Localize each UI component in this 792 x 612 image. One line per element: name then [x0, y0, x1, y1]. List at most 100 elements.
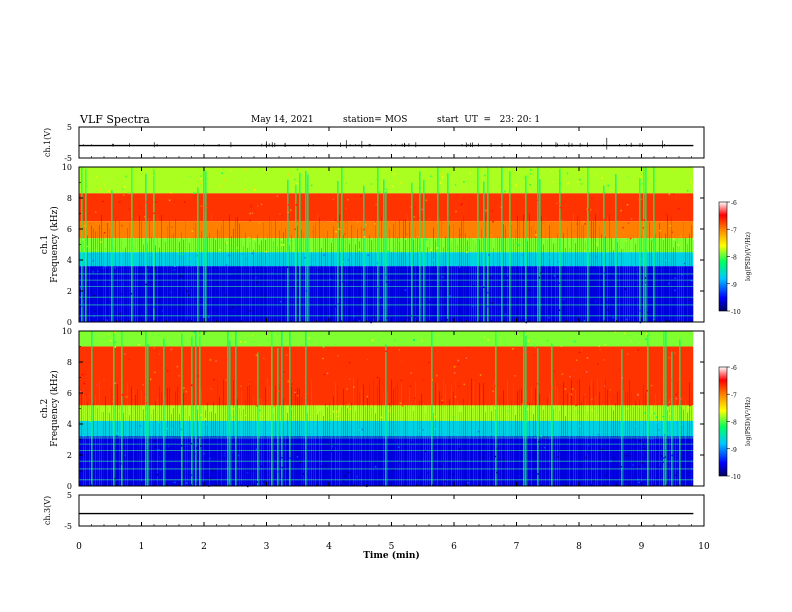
psd-speckle	[535, 300, 537, 303]
sferic-stroke	[303, 233, 304, 322]
sferic-stroke	[453, 223, 454, 322]
psd-speckle	[683, 308, 686, 311]
psd-speckle	[576, 436, 579, 438]
psd-speckle	[244, 188, 246, 191]
psd-speckle	[418, 187, 421, 189]
sferic-stroke	[629, 380, 630, 486]
psd-speckle	[330, 450, 333, 453]
psd-speckle	[419, 245, 421, 248]
sferic-stroke	[407, 214, 408, 322]
sferic-stroke	[481, 228, 482, 322]
sferic-stroke	[371, 406, 372, 486]
psd-speckle	[107, 190, 110, 192]
psd-speckle	[658, 429, 660, 431]
psd-speckle	[187, 294, 190, 296]
psd-speckle	[171, 348, 173, 350]
sferic-stroke	[573, 406, 574, 486]
psd-speckle	[412, 338, 415, 341]
psd-speckle	[454, 395, 457, 398]
psd-speckle	[629, 466, 631, 468]
psd-speckle	[228, 255, 230, 257]
psd-speckle	[676, 471, 678, 474]
psd-speckle	[82, 239, 84, 241]
y-tick-label-ch2-0: 0	[67, 482, 72, 491]
psd-speckle	[529, 183, 531, 186]
psd-speckle	[422, 379, 425, 381]
psd-speckle	[588, 208, 590, 211]
sferic-stroke	[665, 331, 667, 486]
sferic-stroke	[487, 393, 488, 486]
psd-speckle	[296, 456, 299, 458]
psd-speckle	[385, 281, 388, 283]
colorbar-1	[718, 201, 728, 312]
psd-speckle	[656, 421, 658, 424]
psd-speckle	[492, 298, 494, 301]
sferic-stroke	[341, 167, 343, 322]
psd-speckle	[238, 305, 241, 308]
sferic-stroke	[463, 215, 464, 322]
sferic-stroke	[675, 240, 676, 322]
psd-speckle	[154, 267, 156, 269]
psd-speckle	[244, 414, 247, 417]
psd-speckle	[115, 216, 118, 219]
psd-speckle	[584, 393, 586, 396]
sferic-stroke	[397, 236, 398, 322]
psd-speckle	[667, 432, 669, 434]
psd-speckle	[332, 401, 335, 404]
psd-speckle	[167, 445, 170, 448]
sferic-stroke	[375, 219, 376, 322]
psd-speckle	[307, 472, 309, 475]
sferic-stroke	[653, 401, 654, 486]
sferic-stroke	[479, 239, 480, 322]
psd-speckle	[398, 239, 400, 241]
sferic-stroke	[175, 391, 176, 486]
sferic-stroke	[101, 411, 102, 486]
psd-speckle	[296, 168, 299, 171]
psd-speckle	[653, 317, 655, 319]
psd-speckle	[276, 195, 279, 197]
psd-speckle	[418, 430, 420, 432]
sferic-stroke	[295, 184, 297, 322]
sferic-stroke	[159, 247, 160, 322]
sferic-stroke	[97, 231, 98, 322]
psd-speckle	[441, 176, 444, 178]
psd-speckle	[668, 193, 670, 196]
psd-speckle	[142, 449, 144, 451]
x-tick-label-3: 3	[264, 542, 270, 552]
psd-speckle	[158, 299, 161, 302]
sferic-stroke	[327, 407, 328, 486]
sferic-stroke	[619, 391, 620, 486]
psd-speckle	[533, 354, 535, 356]
psd-speckle	[527, 175, 529, 177]
psd-speckle	[185, 482, 188, 484]
psd-speckle	[316, 358, 318, 361]
psd-speckle	[159, 469, 162, 472]
psd-speckle	[334, 444, 336, 447]
psd-speckle	[190, 384, 193, 386]
psd-speckle	[251, 469, 254, 472]
psd-speckle	[104, 265, 106, 267]
psd-speckle	[120, 463, 122, 465]
psd-speckle	[458, 385, 460, 387]
psd-speckle	[530, 182, 532, 185]
header-station: station= MOS	[343, 115, 408, 125]
psd-speckle	[441, 253, 444, 256]
psd-speckle	[456, 194, 458, 196]
sferic-stroke	[257, 234, 258, 322]
psd-speckle	[404, 289, 407, 291]
sferic-stroke	[397, 381, 398, 486]
sferic-stroke	[291, 234, 292, 322]
colorbar-1-tick-label--6: -6	[731, 200, 737, 207]
psd-speckle	[638, 199, 640, 201]
psd-speckle	[337, 303, 339, 305]
sferic-stroke	[593, 381, 594, 486]
psd-speckle	[185, 391, 187, 393]
psd-speckle	[529, 172, 532, 175]
sferic-stroke	[579, 214, 580, 322]
psd-speckle	[148, 218, 150, 220]
psd-speckle	[274, 381, 276, 383]
sferic-stroke	[309, 385, 310, 486]
sferic-stroke	[585, 399, 586, 486]
sferic-stroke	[159, 385, 160, 486]
psd-speckle	[180, 445, 183, 447]
